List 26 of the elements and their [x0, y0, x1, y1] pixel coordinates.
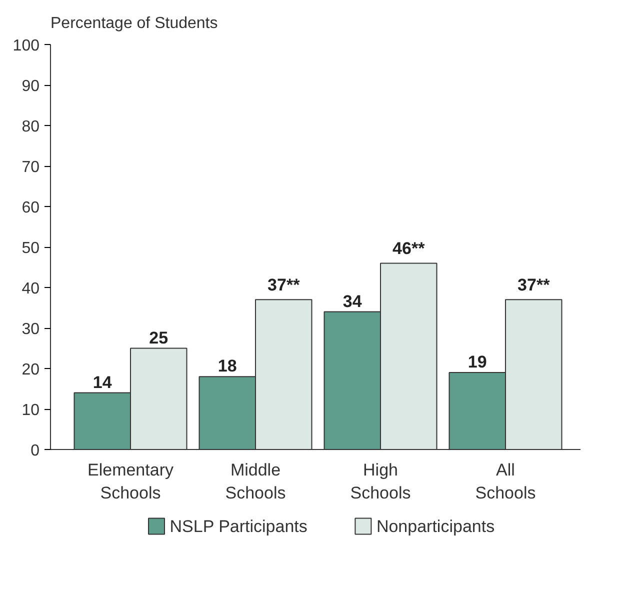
data-label: 37** [268, 276, 300, 295]
y-axis-title: Percentage of Students [50, 15, 218, 32]
y-tick-label: 20 [22, 362, 40, 378]
y-tick-label: 50 [22, 240, 40, 257]
y-tick-label: 60 [22, 200, 40, 216]
x-tick-label: High Schools [350, 460, 411, 502]
y-tick-label: 100 [12, 38, 40, 54]
y-tick-label: 30 [22, 321, 40, 338]
x-tick-label: Elementary Schools [88, 460, 174, 502]
data-label: 25 [149, 328, 168, 348]
x-tick-label: All Schools [475, 460, 536, 502]
data-label: 37** [518, 276, 550, 295]
y-tick-label: 0 [30, 442, 40, 460]
legend-label: Nonparticipants [376, 516, 495, 536]
y-tick-label: 70 [22, 159, 40, 176]
x-tick-label: Middle Schools [225, 460, 286, 502]
data-label: 14 [92, 372, 112, 392]
y-tick-label: 90 [22, 78, 40, 95]
y-tick-label: 40 [22, 280, 40, 298]
legend-label: NSLP Participants [170, 516, 308, 536]
data-label: 19 [468, 352, 487, 372]
data-label: 46** [392, 239, 426, 258]
y-tick-label: 10 [22, 402, 40, 419]
y-tick-label: 80 [22, 118, 40, 136]
data-label: 18 [218, 356, 237, 376]
data-label: 34 [342, 292, 362, 311]
